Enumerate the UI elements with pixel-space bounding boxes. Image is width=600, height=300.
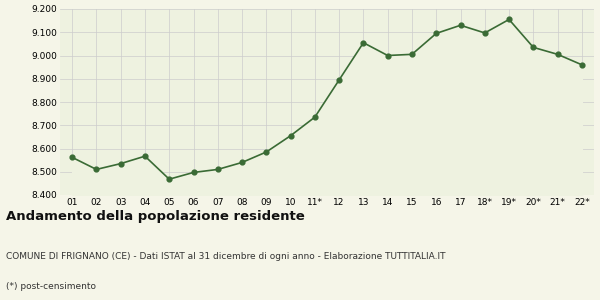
Point bbox=[213, 167, 223, 172]
Point bbox=[529, 45, 538, 50]
Point bbox=[164, 177, 174, 182]
Text: Andamento della popolazione residente: Andamento della popolazione residente bbox=[6, 210, 305, 223]
Point bbox=[334, 77, 344, 82]
Point bbox=[140, 154, 150, 159]
Point bbox=[553, 52, 562, 57]
Point bbox=[286, 133, 295, 138]
Text: COMUNE DI FRIGNANO (CE) - Dati ISTAT al 31 dicembre di ogni anno - Elaborazione : COMUNE DI FRIGNANO (CE) - Dati ISTAT al … bbox=[6, 252, 445, 261]
Point bbox=[407, 52, 417, 57]
Point bbox=[92, 167, 101, 172]
Point bbox=[359, 40, 368, 45]
Point bbox=[188, 170, 198, 175]
Point bbox=[431, 31, 441, 36]
Point bbox=[262, 150, 271, 154]
Point bbox=[383, 53, 392, 58]
Point bbox=[237, 160, 247, 165]
Point bbox=[310, 115, 320, 119]
Point bbox=[116, 161, 125, 166]
Point bbox=[504, 17, 514, 22]
Point bbox=[456, 23, 466, 28]
Point bbox=[480, 31, 490, 35]
Point bbox=[577, 62, 587, 67]
Point bbox=[67, 155, 77, 160]
Text: (*) post-censimento: (*) post-censimento bbox=[6, 282, 96, 291]
